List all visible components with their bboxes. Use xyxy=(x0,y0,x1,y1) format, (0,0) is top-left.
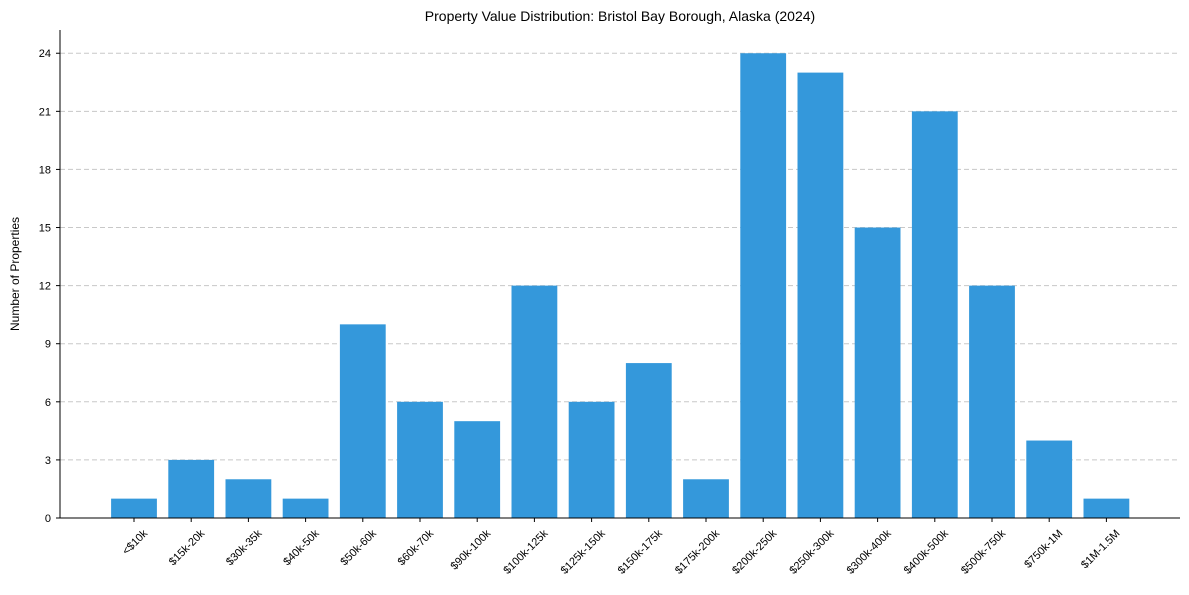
x-tick-label: $1M-1.5M xyxy=(1079,528,1123,572)
y-tick-label: 24 xyxy=(39,48,51,60)
y-tick-label: 3 xyxy=(45,455,51,467)
x-tick-label: $60k-70k xyxy=(396,527,437,568)
x-tick-label: $300k-400k xyxy=(845,527,894,576)
bars xyxy=(111,53,1130,518)
bar xyxy=(683,479,729,518)
y-tick-label: 15 xyxy=(39,223,51,235)
grid-lines xyxy=(60,52,1180,461)
x-tick-label: $50k-60k xyxy=(338,527,379,568)
bar xyxy=(168,459,215,518)
bar xyxy=(397,401,443,518)
x-tick-label: $30k-35k xyxy=(224,527,265,568)
bar xyxy=(511,285,558,518)
bar xyxy=(854,227,901,518)
y-tick-label: 6 xyxy=(45,397,51,409)
bar xyxy=(740,53,787,518)
x-tick-label: $90k-100k xyxy=(449,527,494,572)
y-ticks: 0 3 6 9 12 15 18 21 24 xyxy=(39,48,60,525)
y-tick-label: 18 xyxy=(39,164,51,176)
y-tick-label: 0 xyxy=(45,513,51,525)
y-axis-label: Number of Properties xyxy=(8,217,22,331)
bar xyxy=(282,498,329,518)
x-tick-label: $750k-1M xyxy=(1022,528,1065,571)
x-ticks: <$10k $15k-20k $30k-35k $40k-50k $50k-60k $60… xyxy=(120,518,1123,577)
bar xyxy=(797,72,844,518)
x-tick-label: $15k-20k xyxy=(167,527,208,568)
x-tick-label: $250k-300k xyxy=(787,527,836,576)
chart-title: Property Value Distribution: Bristol Bay… xyxy=(425,8,815,24)
x-tick-label: $100k-125k xyxy=(501,527,550,576)
bar xyxy=(225,479,272,518)
y-tick-label: 9 xyxy=(45,339,51,351)
y-tick-label: 12 xyxy=(39,281,51,293)
bar xyxy=(911,111,958,518)
x-tick-label: $175k-200k xyxy=(673,527,722,576)
bar xyxy=(111,498,157,518)
bar xyxy=(625,363,672,518)
x-tick-label: $400k-500k xyxy=(902,527,951,576)
bar xyxy=(454,421,501,518)
x-tick-label: <$10k xyxy=(120,527,150,557)
x-tick-label: $200k-250k xyxy=(730,527,779,576)
x-tick-label: $150k-175k xyxy=(616,527,665,576)
bar xyxy=(339,324,386,518)
bar xyxy=(1026,440,1073,518)
y-tick-label: 21 xyxy=(39,106,51,118)
bar xyxy=(568,401,615,518)
x-tick-label: $125k-150k xyxy=(559,527,608,576)
x-tick-label: $40k-50k xyxy=(281,527,322,568)
x-tick-label: $500k-750k xyxy=(959,527,1008,576)
bar xyxy=(969,285,1015,518)
bar xyxy=(1083,498,1130,518)
